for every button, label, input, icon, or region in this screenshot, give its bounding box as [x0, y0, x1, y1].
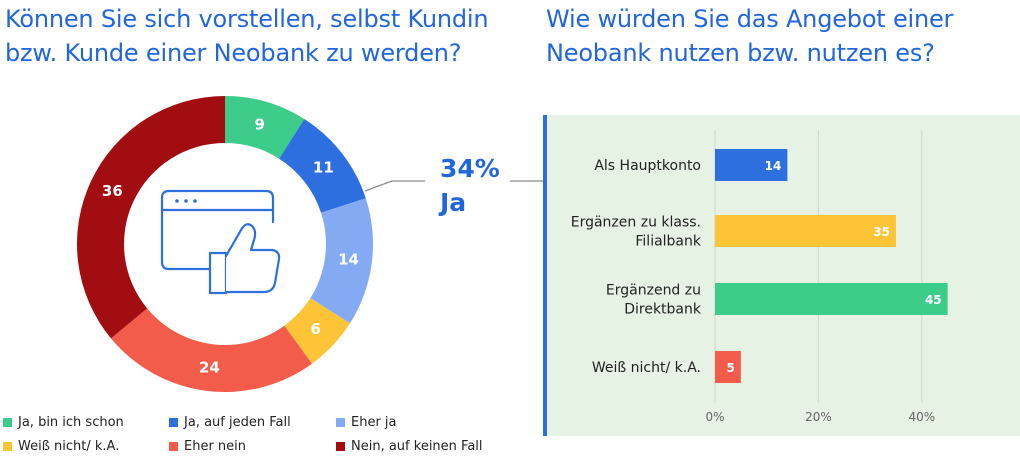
legend-item: Ja, bin ich schon: [3, 413, 124, 431]
x-tick-label: 0%: [705, 410, 724, 424]
legend-label: Eher nein: [184, 438, 247, 454]
legend-swatch: [169, 441, 178, 451]
bar-value-label: 14: [765, 159, 782, 173]
bar: [715, 149, 788, 181]
legend-item: Nein, auf keinen Fall: [336, 437, 483, 455]
donut-chart: 9 11 14 6 24 36: [77, 96, 373, 392]
legend-swatch: [336, 417, 345, 427]
callout-line: [364, 180, 425, 192]
bar: [715, 283, 948, 315]
bar-chart: 0% 20% 40% 14 Als Hauptkonto 35 Ergänzen zu kl…: [571, 130, 948, 424]
donut-slice-label: 36: [102, 182, 123, 200]
left-chart-title: Können Sie sich vorstellen, selbst Kundi…: [5, 5, 489, 67]
legend-item: Weiß nicht/ k.A.: [3, 437, 119, 455]
donut-slice-label: 24: [199, 359, 220, 377]
donut-slice: [284, 298, 350, 364]
donut-slice-label: 11: [313, 159, 334, 177]
bar-category-label: Ergänzen zu klass.: [571, 215, 701, 231]
legend-label: Nein, auf keinen Fall: [351, 438, 483, 454]
donut-slice-label: 9: [255, 115, 265, 133]
bar-category-label: Ergänzend zu: [606, 283, 701, 299]
donut-slice: [279, 119, 366, 213]
bar-value-label: 35: [873, 225, 890, 239]
donut-slice: [77, 96, 226, 339]
donut-slice: [110, 308, 312, 392]
donut-slice: [225, 96, 305, 159]
donut-legend: Ja, bin ich schon Ja, auf jeden Fall Eher …: [0, 410, 520, 466]
legend-item: Eher nein: [169, 437, 246, 455]
legend-label: Ja, auf jeden Fall: [184, 414, 291, 430]
donut-slice-label: 6: [311, 320, 321, 338]
bar-chart-panel-accent: [543, 115, 547, 436]
legend-swatch: [336, 441, 345, 451]
donut-slice-label: 14: [338, 251, 359, 269]
yes-callout-label: Ja: [440, 188, 467, 217]
bar-category-label: Als Hauptkonto: [594, 158, 701, 174]
legend-swatch: [3, 417, 12, 427]
bar-value-label: 5: [726, 361, 734, 375]
donut-slice: [310, 198, 373, 324]
browser-thumbs-up-icon: [160, 189, 281, 295]
legend-label: Weiß nicht/ k.A.: [18, 438, 120, 454]
legend-label: Ja, bin ich schon: [18, 414, 124, 430]
bar-category-label: Filialbank: [635, 234, 702, 250]
x-tick-label: 40%: [908, 410, 935, 424]
bar-category-label: Weiß nicht/ k.A.: [592, 360, 701, 376]
legend-swatch: [3, 441, 12, 451]
right-chart-title: Wie würden Sie das Angebot einer Neobank…: [546, 5, 954, 67]
x-tick-label: 20%: [805, 410, 832, 424]
bar-value-label: 45: [925, 293, 942, 307]
legend-label: Eher ja: [351, 414, 397, 430]
yes-callout-value: 34%: [440, 154, 500, 183]
bar-category-label: Direktbank: [624, 302, 702, 318]
legend-item: Ja, auf jeden Fall: [169, 413, 291, 431]
legend-item: Eher ja: [336, 413, 397, 431]
legend-swatch: [169, 417, 178, 427]
bar: [715, 351, 741, 383]
bar: [715, 215, 896, 247]
yes-callout: 34% Ja: [440, 152, 500, 220]
